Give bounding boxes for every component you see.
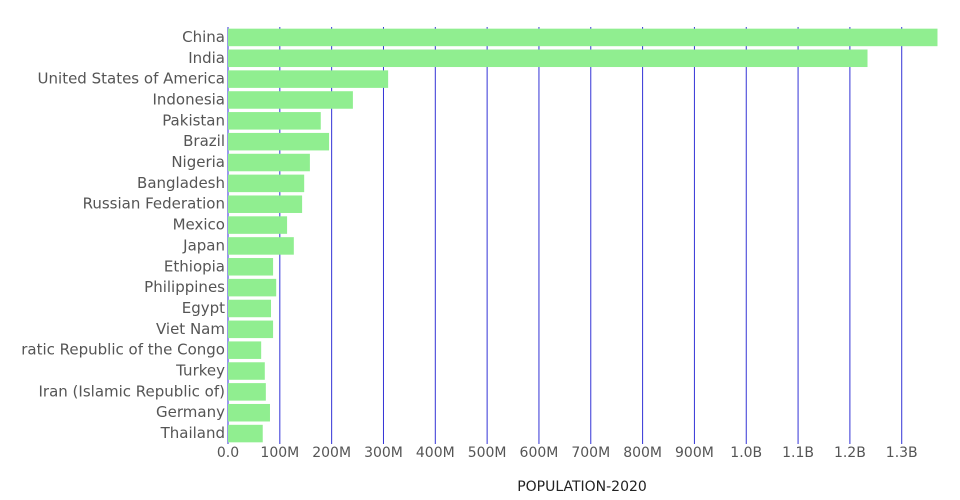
y-tick-label: Philippines bbox=[144, 278, 225, 296]
x-tick-label: 300M bbox=[364, 445, 403, 461]
y-tick-label: Brazil bbox=[183, 132, 225, 150]
x-tick-label: 600M bbox=[520, 445, 559, 461]
bar bbox=[228, 237, 294, 255]
y-tick-label: India bbox=[188, 49, 225, 67]
y-tick-label: Egypt bbox=[182, 299, 225, 317]
bar bbox=[228, 278, 277, 297]
y-tick-label: Viet Nam bbox=[156, 320, 225, 338]
x-tick-label: 0.0 bbox=[217, 445, 239, 461]
bar bbox=[228, 299, 272, 318]
bar bbox=[228, 258, 274, 276]
y-tick-label: Mexico bbox=[173, 216, 225, 234]
bar bbox=[228, 70, 389, 88]
x-tick-label: 1.3B bbox=[886, 445, 918, 461]
y-tick-label: Turkey bbox=[175, 362, 225, 380]
bar bbox=[228, 195, 303, 213]
bar bbox=[228, 341, 262, 359]
y-tick-label: China bbox=[182, 28, 225, 46]
y-tick-label: Bangladesh bbox=[137, 174, 225, 192]
bar bbox=[228, 91, 353, 109]
x-tick-label: 900M bbox=[675, 445, 714, 461]
bar bbox=[228, 362, 265, 380]
bar bbox=[228, 174, 305, 193]
y-tick-label: Ethiopia bbox=[164, 257, 225, 275]
y-tick-label: Japan bbox=[182, 236, 225, 254]
x-tick-label: 400M bbox=[416, 445, 455, 461]
x-axis-title: POPULATION-2020 bbox=[517, 479, 647, 495]
bar bbox=[228, 320, 274, 339]
bar bbox=[228, 112, 321, 130]
y-tick-label: Indonesia bbox=[152, 90, 225, 108]
x-tick-label: 700M bbox=[571, 445, 610, 461]
x-tick-label: 100M bbox=[260, 445, 299, 461]
x-tick-label: 1.1B bbox=[782, 445, 814, 461]
y-tick-label: Russian Federation bbox=[83, 195, 225, 213]
bar bbox=[228, 383, 266, 401]
bar bbox=[228, 132, 330, 151]
bar bbox=[228, 153, 310, 172]
x-tick-label: 1.2B bbox=[834, 445, 866, 461]
y-tick-label: Thailand bbox=[160, 424, 225, 442]
x-tick-label: 200M bbox=[312, 445, 351, 461]
bar bbox=[228, 49, 868, 68]
x-tick-label: 1.0B bbox=[730, 445, 762, 461]
bar bbox=[228, 424, 263, 443]
bar bbox=[228, 28, 938, 47]
y-tick-label: ratic Republic of the Congo bbox=[21, 341, 225, 359]
x-tick-label: 800M bbox=[623, 445, 662, 461]
y-tick-label: Pakistan bbox=[162, 111, 225, 129]
bar bbox=[228, 403, 270, 422]
y-tick-label: Nigeria bbox=[171, 153, 225, 171]
y-tick-label: United States of America bbox=[38, 70, 225, 88]
y-tick-label: Germany bbox=[156, 403, 225, 421]
y-tick-label: Iran (Islamic Republic of) bbox=[39, 382, 226, 400]
x-tick-label: 500M bbox=[468, 445, 507, 461]
bar bbox=[228, 216, 288, 234]
